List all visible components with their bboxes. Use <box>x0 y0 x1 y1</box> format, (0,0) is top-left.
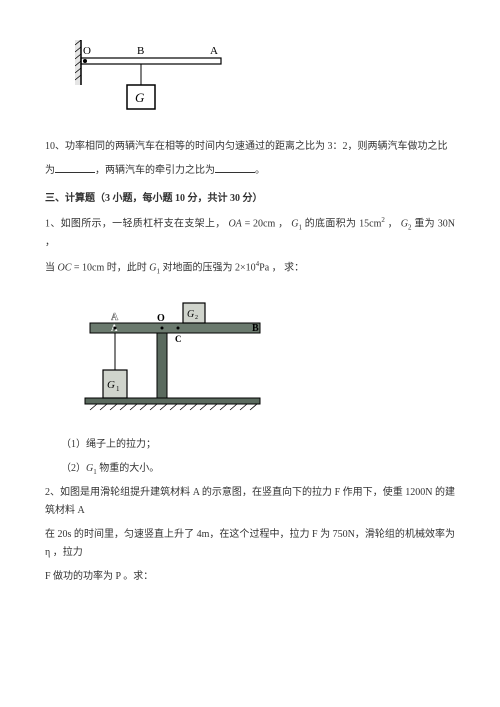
lever-diagram-2: A A O C B G 1 G 2 <box>75 288 275 418</box>
q10-prefix: 10、功率相同的两辆汽车在相等的时间内匀速通过的距离之比为 3：2，则两辆汽车做… <box>45 141 448 152</box>
q3-1-line2: 当 OC = 10cm 时，此时 G1 对地面的压强为 2×104Pa ， 求： <box>45 258 455 278</box>
var-OC: OC <box>58 262 72 273</box>
q10-l2c: 。 <box>255 165 265 176</box>
label-B2: B <box>252 323 259 334</box>
q3-2-line2: 在 20s 的时间里，匀速竖直上升了 4m，在这个过程中，拉力 F 为 750N… <box>45 526 455 562</box>
q10-line1: 10、功率相同的两辆汽车在相等的时间内匀速通过的距离之比为 3：2，则两辆汽车做… <box>45 138 455 156</box>
label-A: A <box>210 45 218 57</box>
q3-2-line1: 2、如图是用滑轮组提升建筑材料 A 的示意图，在竖直向下的拉力 F 作用下，使重… <box>45 484 455 520</box>
label-O2: O <box>157 313 165 324</box>
label-G1-box: G <box>107 379 115 391</box>
q3-1-sub2: （2）G1 物重的大小。 <box>61 460 455 479</box>
label-C2: C <box>175 334 182 344</box>
label-O: O <box>83 45 91 57</box>
var-OA: OA <box>228 218 241 229</box>
label-B: B <box>137 45 144 57</box>
q10-line2: 为 ，两辆汽车的牵引力之比为 。 <box>45 162 455 180</box>
label-G: G <box>135 90 145 105</box>
q3-1-sub1: （1）绳子上的拉力； <box>61 436 455 454</box>
q3-2-line3: F 做功的功率为 P 。求： <box>45 568 455 586</box>
q10-l2b: ，两辆汽车的牵引力之比为 <box>95 165 215 176</box>
label-A2: A <box>111 312 119 323</box>
blank-2 <box>215 163 255 173</box>
q10-l2a: 为 <box>45 165 55 176</box>
label-G2-box: G <box>187 309 194 320</box>
label-G1s-box: 1 <box>116 385 120 393</box>
var-G2: G <box>401 218 408 229</box>
lever-diagram-1: O B A G <box>75 40 235 120</box>
q3-1-line1: 1、如图所示，一轻质杠杆支在支架上， OA = 20cm ， G1 的底面积为 … <box>45 214 455 252</box>
blank-1 <box>55 163 95 173</box>
figure-lever-1: O B A G <box>75 40 455 120</box>
label-G2s-box: 2 <box>195 315 198 321</box>
figure-lever-2: A A O C B G 1 G 2 <box>75 288 455 418</box>
section-3-title: 三、计算题（3 小题，每小题 10 分，共计 30 分） <box>45 190 455 208</box>
